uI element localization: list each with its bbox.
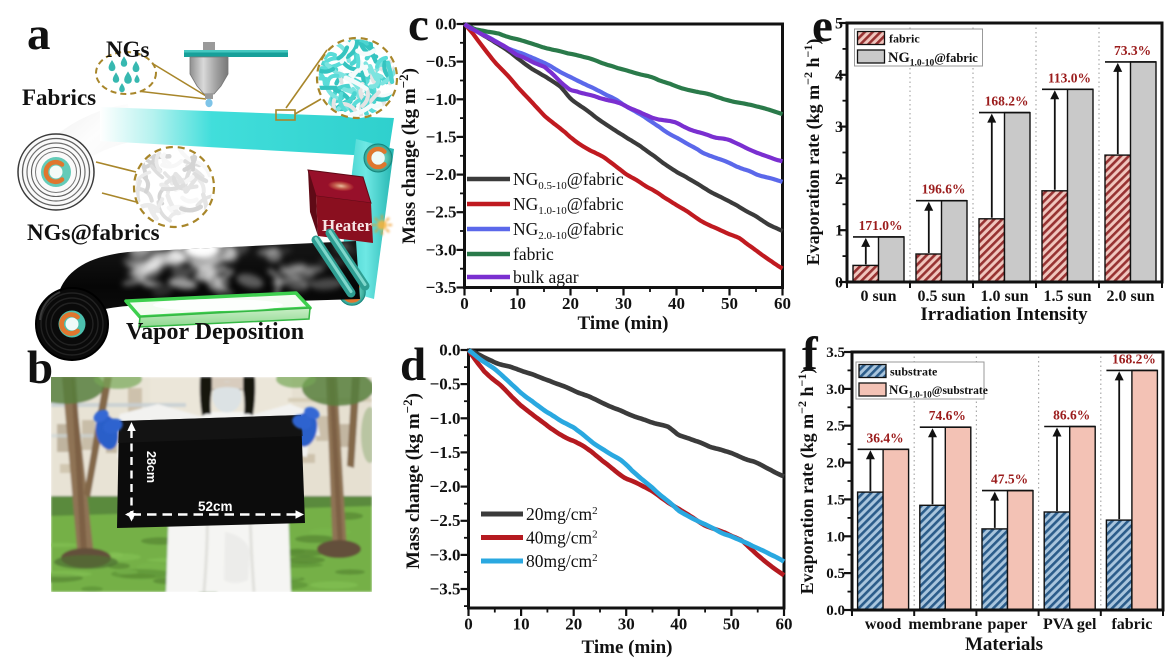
svg-text:Time (min): Time (min)	[582, 637, 673, 658]
svg-text:2: 2	[835, 171, 843, 188]
svg-text:−2.0: −2.0	[426, 165, 457, 184]
svg-text:52cm: 52cm	[198, 499, 233, 514]
svg-text:0: 0	[464, 615, 473, 634]
svg-text:171.0%: 171.0%	[859, 218, 903, 233]
svg-text:fabric: fabric	[1111, 616, 1152, 633]
svg-text:1.0 sun: 1.0 sun	[980, 288, 1028, 305]
svg-text:5: 5	[835, 16, 843, 33]
svg-text:−1.5: −1.5	[430, 443, 461, 462]
svg-text:0.5 sun: 0.5 sun	[917, 288, 965, 305]
svg-text:NG1.0-10@fabric: NG1.0-10@fabric	[513, 194, 624, 217]
svg-text:1.5: 1.5	[826, 492, 845, 508]
svg-text:0.0: 0.0	[435, 15, 456, 34]
svg-text:−3.5: −3.5	[426, 278, 457, 297]
svg-text:a: a	[27, 8, 51, 60]
svg-text:20: 20	[565, 615, 582, 634]
svg-text:3: 3	[835, 119, 843, 136]
svg-text:−3.5: −3.5	[430, 580, 461, 599]
svg-text:1: 1	[835, 223, 843, 240]
svg-text:0 sun: 0 sun	[860, 288, 896, 305]
svg-text:−2.5: −2.5	[430, 511, 461, 530]
svg-text:73.3%: 73.3%	[1114, 43, 1151, 58]
svg-text:0: 0	[460, 294, 469, 313]
svg-text:−3.0: −3.0	[426, 240, 457, 259]
svg-text:Mass change (kg m−2): Mass change (kg m−2)	[400, 393, 424, 569]
svg-text:20: 20	[562, 294, 579, 313]
svg-text:−1.0: −1.0	[426, 90, 457, 109]
svg-text:substrate: substrate	[890, 365, 938, 379]
svg-text:113.0%: 113.0%	[1048, 70, 1091, 85]
svg-text:20mg/cm2: 20mg/cm2	[526, 504, 598, 524]
svg-text:47.5%: 47.5%	[991, 472, 1028, 487]
svg-text:2.5: 2.5	[826, 419, 845, 435]
svg-text:membrane: membrane	[908, 616, 982, 633]
svg-text:NGs@fabrics: NGs@fabrics	[27, 220, 160, 246]
svg-text:NG2.0-10@fabric: NG2.0-10@fabric	[513, 219, 624, 242]
svg-text:e: e	[812, 0, 833, 52]
svg-text:50: 50	[721, 294, 738, 313]
svg-text:NG1.0-10@substrate: NG1.0-10@substrate	[889, 382, 988, 400]
svg-text:Evaporation rate (kg m−2 h−1): Evaporation rate (kg m−2 h−1)	[801, 39, 824, 266]
svg-text:d: d	[400, 339, 426, 391]
svg-text:c: c	[408, 0, 429, 51]
svg-text:60: 60	[776, 615, 793, 634]
svg-text:f: f	[802, 328, 819, 380]
svg-text:168.2%: 168.2%	[985, 94, 1029, 109]
svg-text:30: 30	[618, 615, 635, 634]
svg-text:NG0.5-10@fabric: NG0.5-10@fabric	[513, 169, 624, 192]
svg-text:fabric: fabric	[513, 244, 554, 264]
svg-text:40mg/cm2: 40mg/cm2	[526, 528, 598, 548]
svg-text:1.0: 1.0	[826, 529, 845, 545]
svg-text:2.0 sun: 2.0 sun	[1106, 288, 1154, 305]
svg-text:−1.0: −1.0	[430, 409, 461, 428]
svg-text:NG1.0-10@fabric: NG1.0-10@fabric	[888, 50, 978, 69]
svg-text:0.0: 0.0	[826, 603, 845, 619]
svg-text:Time (min): Time (min)	[578, 313, 669, 334]
svg-text:2.0: 2.0	[826, 456, 845, 472]
svg-text:0.5: 0.5	[826, 566, 845, 582]
svg-text:28cm: 28cm	[144, 451, 158, 483]
svg-text:−1.5: −1.5	[426, 127, 457, 146]
svg-text:Mass change (kg m−2): Mass change (kg m−2)	[396, 68, 420, 244]
svg-text:paper: paper	[988, 616, 1028, 633]
svg-text:60: 60	[774, 294, 791, 313]
svg-text:b: b	[27, 342, 53, 394]
svg-text:196.6%: 196.6%	[922, 182, 966, 197]
svg-text:−3.0: −3.0	[430, 545, 461, 564]
svg-text:Irradiation Intensity: Irradiation Intensity	[920, 304, 1088, 325]
svg-text:PVA gel: PVA gel	[1043, 616, 1097, 633]
svg-text:−0.5: −0.5	[426, 52, 457, 71]
svg-text:4: 4	[835, 67, 843, 84]
svg-text:80mg/cm2: 80mg/cm2	[526, 551, 598, 571]
svg-text:−2.5: −2.5	[426, 203, 457, 222]
svg-text:Materials: Materials	[965, 634, 1043, 655]
svg-text:1.5 sun: 1.5 sun	[1043, 288, 1091, 305]
svg-text:bulk agar: bulk agar	[513, 267, 579, 287]
svg-text:40: 40	[668, 294, 685, 313]
svg-text:Vapor Deposition: Vapor Deposition	[126, 319, 304, 345]
svg-text:3.5: 3.5	[826, 345, 845, 361]
svg-text:168.2%: 168.2%	[1112, 351, 1156, 366]
svg-text:−0.5: −0.5	[430, 375, 461, 394]
svg-text:36.4%: 36.4%	[867, 430, 904, 445]
svg-text:NGs: NGs	[106, 37, 150, 62]
svg-text:Heater: Heater	[322, 216, 372, 235]
svg-text:0.0: 0.0	[439, 341, 460, 360]
svg-text:3.0: 3.0	[826, 382, 845, 398]
svg-text:86.6%: 86.6%	[1053, 408, 1090, 423]
svg-text:10: 10	[509, 294, 526, 313]
svg-text:−2.0: −2.0	[430, 477, 461, 496]
svg-text:74.6%: 74.6%	[929, 408, 966, 423]
svg-text:fabric: fabric	[889, 32, 920, 46]
svg-text:50: 50	[723, 615, 740, 634]
svg-text:Evaporation rate (kg m−2 h−1): Evaporation rate (kg m−2 h−1)	[795, 368, 818, 595]
svg-text:10: 10	[513, 615, 530, 634]
svg-text:40: 40	[670, 615, 687, 634]
svg-text:Fabrics: Fabrics	[22, 85, 96, 110]
svg-text:0: 0	[835, 275, 843, 292]
svg-text:30: 30	[615, 294, 632, 313]
svg-text:wood: wood	[865, 616, 902, 633]
